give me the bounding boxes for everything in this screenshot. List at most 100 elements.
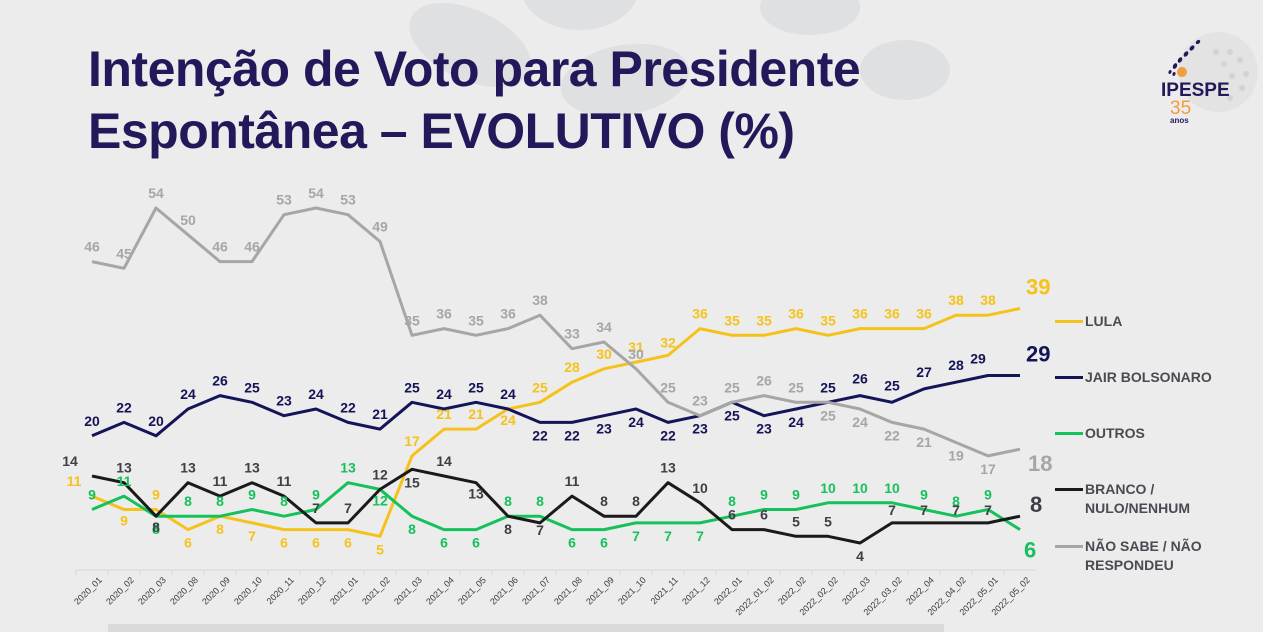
data-label: 6	[1024, 538, 1036, 563]
data-label: 13	[468, 486, 484, 502]
ipespe-logo: IPESPE 35 anos	[1150, 30, 1260, 125]
data-label: 11	[565, 473, 580, 489]
data-label: 22	[532, 427, 548, 443]
data-label: 9	[984, 487, 992, 503]
data-label: 23	[692, 393, 708, 409]
data-label: 18	[1028, 451, 1052, 476]
data-label: 25	[788, 379, 804, 395]
data-label: 7	[920, 502, 928, 518]
data-label: 8	[216, 493, 224, 509]
data-label: 21	[916, 434, 932, 450]
data-label: 46	[84, 239, 100, 255]
data-label: 24	[308, 386, 324, 402]
data-label: 23	[756, 421, 772, 437]
data-label: 22	[116, 399, 132, 415]
data-label: 30	[596, 346, 612, 362]
data-label: 35	[756, 312, 772, 328]
x-tick-label: 2020_08	[168, 575, 200, 607]
series-line-branco-nulo-nenhum	[91, 467, 1021, 545]
data-label: 31	[628, 339, 644, 355]
logo-anos: anos	[1170, 116, 1189, 125]
data-label: 45	[116, 245, 132, 261]
data-label: 21	[468, 406, 484, 422]
data-label: 10	[820, 480, 836, 496]
data-label: 7	[952, 502, 960, 518]
legend-item-nao-sabe: NÃO SABE / NÃO RESPONDEU	[1055, 537, 1225, 575]
data-label: 9	[120, 513, 128, 529]
data-label: 14	[436, 453, 452, 469]
x-tick-label: 2021_08	[552, 575, 584, 607]
data-label: 23	[692, 421, 708, 437]
horizontal-scrollbar[interactable]	[108, 624, 944, 632]
data-label: 21	[372, 406, 388, 422]
data-label: 10	[884, 480, 900, 496]
data-label: 8	[952, 493, 960, 509]
data-label: 46	[212, 239, 228, 255]
data-label: 54	[308, 185, 324, 201]
data-label: 36	[884, 306, 900, 322]
legend-item-branco-nulo: BRANCO / NULO/NENHUM	[1055, 480, 1195, 518]
data-label: 11	[213, 473, 228, 489]
data-label: 24	[852, 414, 868, 430]
data-label: 28	[948, 357, 964, 373]
data-label: 49	[372, 219, 388, 235]
data-label: 36	[436, 306, 452, 322]
data-label: 25	[404, 379, 420, 395]
x-tick-label: 2021_06	[488, 575, 520, 607]
legend-swatch	[1055, 488, 1083, 491]
data-label: 7	[632, 528, 640, 544]
data-label: 54	[148, 185, 164, 201]
data-label: 6	[440, 535, 448, 551]
data-label: 9	[88, 487, 96, 503]
data-label: 11	[67, 473, 82, 489]
x-axis: 2020_01 2020_02 2020_03 2020_08 2020_09 2020_…	[72, 569, 1036, 617]
legend-item-lula: LULA	[1055, 312, 1255, 331]
data-label: 13	[116, 460, 132, 476]
data-label: 8	[152, 521, 160, 537]
data-label: 8	[728, 493, 736, 509]
data-label: 29	[970, 351, 986, 367]
data-label: 35	[468, 312, 484, 328]
data-label: 6	[728, 507, 736, 523]
data-label: 7	[248, 528, 256, 544]
data-label: 13	[660, 460, 676, 476]
data-label: 6	[760, 507, 768, 523]
legend-swatch	[1055, 545, 1083, 548]
legend-label: OUTROS	[1085, 425, 1145, 441]
data-label: 20	[84, 413, 100, 429]
data-label: 26	[212, 373, 228, 389]
data-label: 38	[980, 292, 996, 308]
data-label: 53	[276, 192, 292, 208]
x-tick-label: 2021_07	[520, 575, 552, 607]
x-tick-label: 2021_10	[616, 575, 648, 607]
x-tick-label: 2021_01	[328, 575, 360, 607]
data-label: 8	[280, 493, 288, 509]
data-label: 7	[696, 528, 704, 544]
data-label: 25	[468, 379, 484, 395]
data-label: 24	[788, 414, 804, 430]
series-line-lula	[91, 307, 1021, 538]
data-label: 12	[372, 492, 388, 508]
data-label: 28	[564, 359, 580, 375]
series-line-outros	[91, 481, 1021, 532]
data-label: 22	[340, 399, 356, 415]
data-label: 8	[632, 493, 640, 509]
data-label: 6	[312, 535, 320, 551]
data-label: 6	[184, 535, 192, 551]
data-label: 12	[372, 466, 388, 482]
x-tick-label: 2021_03	[392, 575, 424, 607]
data-label: 25	[724, 407, 740, 423]
data-label: 13	[244, 460, 260, 476]
data-label: 14	[62, 453, 78, 469]
data-label: 8	[216, 521, 224, 537]
data-label: 20	[148, 413, 164, 429]
x-tick-label: 2021_09	[584, 575, 616, 607]
data-label: 25	[884, 377, 900, 393]
data-label: 5	[824, 513, 832, 529]
data-label: 25	[660, 379, 676, 395]
data-label: 8	[504, 493, 512, 509]
x-tick-label: 2021_05	[456, 575, 488, 607]
data-label: 25	[724, 379, 740, 395]
data-label: 25	[244, 379, 260, 395]
